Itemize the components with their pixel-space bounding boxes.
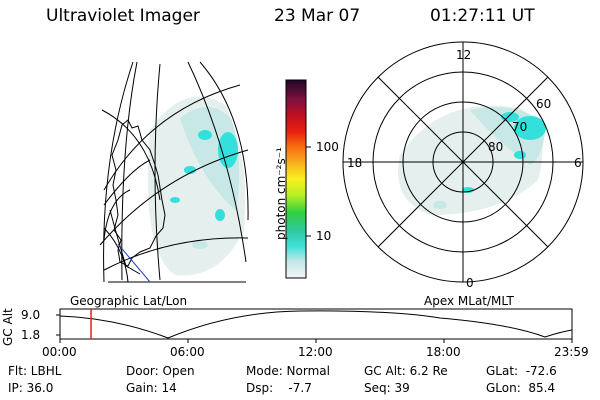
status-gain: Gain: 14: [126, 381, 177, 395]
status-mode: Mode: Normal: [246, 364, 330, 378]
altitude-ytick-9: 9.0: [21, 308, 41, 322]
colorbar-tick-100: 100: [316, 140, 339, 154]
status-gc-alt: GC Alt: 6.2 Re: [364, 364, 448, 378]
mlt-label-18: 18: [347, 156, 363, 170]
x-tick-2359: 23:59: [554, 345, 589, 359]
mlat-label-70: 70: [512, 120, 528, 134]
instrument-title: Ultraviolet Imager: [46, 6, 200, 26]
colorbar: [285, 79, 311, 279]
geo-panel-label: Geographic Lat/Lon: [70, 294, 188, 308]
altitude-ylabel: GC Alt: [1, 308, 15, 346]
mlt-label-12: 12: [456, 48, 472, 62]
polar-panel-label: Apex MLat/MLT: [424, 294, 514, 308]
time-label: 01:27:11 UT: [430, 6, 535, 26]
x-tick-00: 00:00: [42, 345, 77, 359]
mlat-label-80: 80: [488, 140, 504, 154]
status-glat: GLat: -72.6: [486, 364, 557, 378]
polar-panel: [342, 41, 584, 283]
status-dsp: Dsp: -7.7: [246, 381, 312, 395]
geographic-panel: [99, 61, 249, 283]
status-door: Door: Open: [126, 364, 195, 378]
mlt-label-6: 6: [574, 156, 582, 170]
status-ip: IP: 36.0: [8, 381, 54, 395]
mlat-label-60: 60: [536, 97, 552, 111]
status-filter: Flt: LBHL: [8, 364, 62, 378]
altitude-plot: [56, 308, 573, 343]
x-tick-12: 12:00: [298, 345, 333, 359]
mlt-label-0: 0: [466, 276, 474, 290]
geo-emission-image: [147, 96, 246, 276]
date-label: 23 Mar 07: [274, 6, 361, 26]
status-glon: GLon: 85.4: [486, 381, 556, 395]
status-seq: Seq: 39: [364, 381, 410, 395]
x-tick-18: 18:00: [426, 345, 461, 359]
colorbar-tick-10: 10: [316, 229, 332, 243]
colorbar-unit-label: photon cm⁻²s⁻¹: [274, 147, 288, 240]
x-tick-06: 06:00: [170, 345, 205, 359]
altitude-ytick-1-8: 1.8: [21, 328, 41, 342]
